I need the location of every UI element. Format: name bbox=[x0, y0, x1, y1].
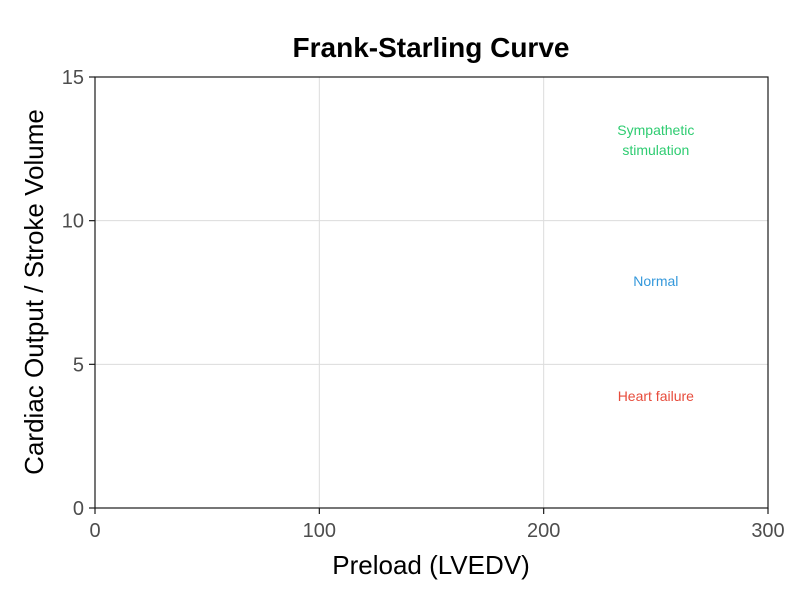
annotation-label: Heart failure bbox=[618, 388, 694, 404]
y-tick-label: 10 bbox=[62, 211, 84, 233]
tick-labels: 0 100 200 300 0 5 10 15 bbox=[62, 67, 785, 542]
axes bbox=[89, 76, 769, 514]
annotation-label: stimulation bbox=[622, 142, 689, 158]
y-axis-label: Cardiac Output / Stroke Volume bbox=[19, 109, 49, 475]
y-tick-label: 15 bbox=[62, 67, 84, 89]
chart-title: Frank-Starling Curve bbox=[293, 32, 570, 63]
annotations: Sympathetic stimulation Normal Heart failur… bbox=[617, 122, 694, 404]
x-tick-label: 200 bbox=[527, 520, 560, 542]
annotation-label: Normal bbox=[633, 273, 678, 289]
plot-border bbox=[94, 76, 769, 509]
annotation-label: Sympathetic bbox=[617, 122, 694, 138]
x-axis-label: Preload (LVEDV) bbox=[332, 550, 530, 580]
x-tick-label: 0 bbox=[89, 520, 100, 542]
y-tick-label: 0 bbox=[73, 498, 84, 520]
grid-lines bbox=[95, 77, 768, 508]
y-tick-label: 5 bbox=[73, 354, 84, 376]
x-tick-label: 300 bbox=[751, 520, 784, 542]
x-tick-label: 100 bbox=[303, 520, 336, 542]
